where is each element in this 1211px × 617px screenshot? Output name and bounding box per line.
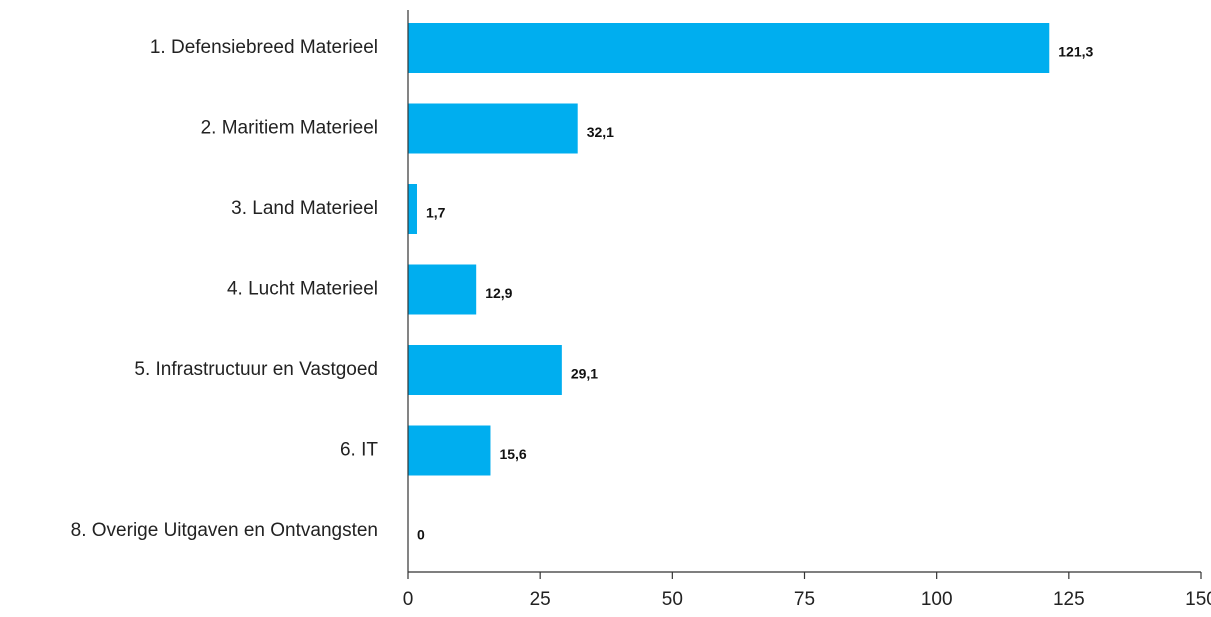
value-label-1: 121,3 (1058, 44, 1093, 60)
x-ticks-group: 0 25 50 75 100 125 150 (403, 572, 1211, 610)
category-label-6: 6. IT (340, 440, 378, 461)
category-labels-group: 1. Defensiebreed Materieel 2. Maritiem Ma… (71, 37, 379, 541)
bar-4 (408, 264, 477, 315)
bar-6 (408, 425, 491, 476)
x-tick-label-25: 25 (530, 589, 551, 610)
value-labels-group: 121,3 32,1 1,7 12,9 29,1 15,6 0 (417, 44, 1094, 543)
category-label-1: 1. Defensiebreed Materieel (150, 37, 378, 58)
value-label-5: 29,1 (571, 366, 598, 382)
x-tick-label-0: 0 (403, 589, 414, 610)
bar-3 (408, 184, 417, 234)
value-label-7: 0 (417, 527, 425, 543)
category-label-4: 4. Lucht Materieel (227, 279, 378, 300)
category-label-5: 5. Infrastructuur en Vastgoed (134, 359, 378, 380)
bar-2 (408, 103, 578, 154)
category-label-3: 3. Land Materieel (231, 198, 378, 219)
bars-group (408, 23, 1050, 476)
bar-5 (408, 345, 562, 395)
axes-group (407, 10, 1201, 573)
value-label-6: 15,6 (499, 446, 526, 462)
x-tick-label-150: 150 (1185, 589, 1211, 610)
x-tick-label-75: 75 (794, 589, 815, 610)
value-label-2: 32,1 (587, 124, 614, 140)
x-tick-label-125: 125 (1053, 589, 1085, 610)
x-tick-label-50: 50 (662, 589, 683, 610)
bar-1 (408, 23, 1050, 73)
category-label-7: 8. Overige Uitgaven en Ontvangsten (71, 520, 378, 541)
value-label-4: 12,9 (485, 285, 512, 301)
x-tick-label-100: 100 (921, 589, 953, 610)
category-label-2: 2. Maritiem Materieel (201, 118, 378, 139)
value-label-3: 1,7 (426, 205, 446, 221)
